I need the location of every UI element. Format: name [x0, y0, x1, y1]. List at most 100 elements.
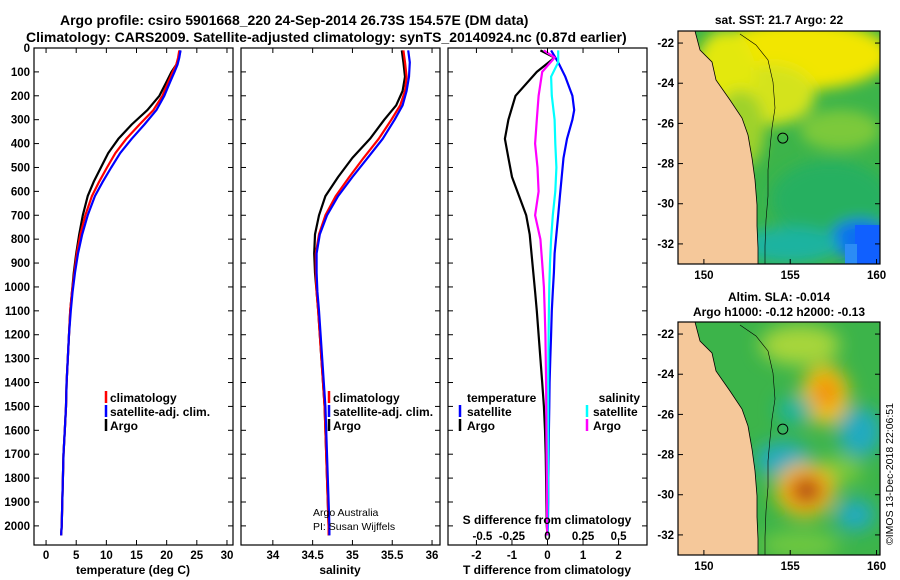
- depth-tick-label: 1800: [4, 473, 30, 485]
- x-tick-label: 15: [130, 550, 143, 562]
- map-y-tick-label: -30: [657, 490, 674, 502]
- x-tick-label: 35: [346, 550, 359, 562]
- depth-tick-label: 100: [11, 67, 30, 79]
- x-tick-label: 0: [544, 550, 550, 562]
- legend-label-climatology: climatology: [110, 391, 177, 405]
- depth-tick-label: 400: [11, 139, 30, 151]
- x-tick-label: -1: [507, 550, 518, 562]
- temperature-plot-frame: [33, 47, 234, 546]
- depth-tick-label: 1900: [4, 497, 30, 509]
- map-x-tick-label: 155: [781, 270, 801, 282]
- depth-tick-label: 300: [11, 115, 30, 127]
- difference-series: [503, 49, 576, 536]
- map-y-tick-label: -22: [657, 329, 674, 341]
- depth-tick-label: 1100: [5, 306, 30, 318]
- map-x-tick-label: 160: [867, 270, 886, 282]
- x-tick-label: 20: [160, 550, 173, 562]
- depth-tick-label: 1200: [4, 330, 30, 342]
- x-tick-label: 36: [426, 550, 439, 562]
- sst-map-frame: [677, 30, 881, 265]
- legend-label-t-argo: Argo: [467, 419, 495, 433]
- legend-label-argo: Argo: [110, 419, 138, 433]
- x-tick-label: 1: [580, 550, 587, 562]
- depth-tick-label: 0: [24, 43, 30, 55]
- depth-tick-label: 500: [11, 162, 30, 174]
- map-y-tick-label: -24: [657, 369, 674, 381]
- depth-tick-label: 1400: [4, 378, 30, 390]
- legend-label-climatology: climatology: [333, 391, 400, 405]
- x-tick-label: 34.5: [301, 550, 324, 562]
- legend-label-t-satellite: satellite: [467, 405, 512, 419]
- series-line-salinity-satellite: [546, 50, 560, 536]
- t-difference-xlabel: T difference from climatology: [463, 563, 631, 577]
- s-diff-tick-label: 0: [544, 531, 550, 543]
- temperature-xlabel: temperature (deg C): [76, 563, 190, 577]
- land-mass: [678, 31, 758, 264]
- sst-map-panel: sat. SST: 21.7 Argo: 22 150 155 160 -22 -24 -…: [657, 13, 886, 282]
- land-mass: [678, 322, 758, 555]
- temperature-legend: climatology satellite-adj. clim. Argo: [104, 391, 210, 433]
- depth-tick-label: 1600: [4, 425, 30, 437]
- map-x-tick-label: 150: [694, 561, 713, 573]
- series-line-satellite-adj-clim-: [60, 50, 182, 536]
- x-tick-label: 30: [221, 550, 234, 562]
- legend-label-satellite: satellite-adj. clim.: [110, 405, 210, 419]
- s-diff-tick-label: 0.5: [611, 531, 628, 543]
- sla-map-title-line1: Altim. SLA: -0.014: [728, 290, 830, 304]
- difference-axis-ticks: -2 -1 0 1 2 -0.5 -0.25 0 0.25 0.5: [448, 47, 647, 562]
- depth-tick-label: 200: [11, 91, 30, 103]
- salinity-legend: climatology satellite-adj. clim. Argo: [327, 391, 433, 433]
- depth-tick-label: 600: [11, 186, 30, 198]
- salinity-xlabel: salinity: [319, 563, 361, 577]
- salinity-axis-ticks: 34 34.5 35 35.5 36: [241, 47, 440, 562]
- series-line-argo: [60, 50, 182, 536]
- s-diff-tick-label: -0.5: [473, 531, 493, 543]
- imos-credit: ©IMOS 13-Dec-2018 22:06:51: [884, 403, 896, 545]
- salinity-series: [313, 50, 411, 536]
- map-y-tick-label: -28: [657, 450, 674, 462]
- series-line-salinity-argo: [534, 49, 556, 536]
- temperature-axis-ticks: 0100200300400500600700800900100011001200…: [4, 43, 233, 562]
- legend-label-satellite: satellite-adj. clim.: [333, 405, 433, 419]
- x-tick-label: 10: [100, 550, 113, 562]
- map-y-tick-label: -30: [657, 199, 674, 211]
- profile-location-marker: [777, 423, 789, 435]
- map-y-tick-label: -22: [657, 38, 674, 50]
- map-y-tick-label: -32: [657, 530, 674, 542]
- sla-map-title-line2: Argo h1000: -0.12 h2000: -0.13: [693, 305, 865, 319]
- x-tick-label: 2: [615, 550, 621, 562]
- profile-location-marker: [777, 132, 789, 144]
- legend-title-temperature: temperature: [467, 391, 537, 405]
- difference-profile-panel: -2 -1 0 1 2 -0.5 -0.25 0 0.25 0.5 T difference fr…: [447, 47, 648, 577]
- sla-map-panel: Altim. SLA: -0.014 Argo h1000: -0.12 h20…: [657, 290, 886, 573]
- figure-title-line2: Climatology: CARS2009. Satellite-adjuste…: [26, 29, 627, 45]
- depth-tick-label: 2000: [4, 521, 30, 533]
- difference-plot-frame: [447, 47, 648, 546]
- depth-tick-label: 1300: [4, 354, 30, 366]
- s-diff-tick-label: -0.25: [499, 531, 526, 543]
- sst-map-field: [678, 31, 880, 264]
- x-tick-label: 25: [190, 550, 203, 562]
- depth-tick-label: 700: [11, 210, 30, 222]
- annotation-pi: PI: Susan Wijffels: [313, 521, 395, 533]
- depth-tick-label: 1700: [4, 449, 30, 461]
- sla-map-frame: [677, 321, 881, 556]
- map-y-tick-label: -26: [657, 409, 674, 421]
- x-tick-label: 5: [73, 550, 80, 562]
- salinity-profile-panel: 34 34.5 35 35.5 36 salinity climatology sate…: [240, 47, 441, 577]
- annotation-argo-australia: Argo Australia: [313, 507, 379, 519]
- sst-map-ticks: 150 155 160 -22 -24 -26 -28 -30 -32: [657, 38, 886, 282]
- map-y-tick-label: -24: [657, 78, 674, 90]
- sla-map-field: [678, 322, 880, 555]
- x-tick-label: 35.5: [381, 550, 404, 562]
- series-line-satellite-adj-clim-: [315, 50, 411, 536]
- map-y-tick-label: -32: [657, 239, 674, 251]
- s-diff-tick-label: 0.25: [572, 531, 595, 543]
- legend-title-salinity: salinity: [599, 391, 641, 405]
- depth-tick-label: 1000: [4, 282, 30, 294]
- salinity-plot-frame: [240, 47, 441, 546]
- depth-tick-label: 1500: [4, 401, 30, 413]
- series-line-climatology: [60, 50, 181, 536]
- legend-label-s-satellite: satellite: [593, 405, 638, 419]
